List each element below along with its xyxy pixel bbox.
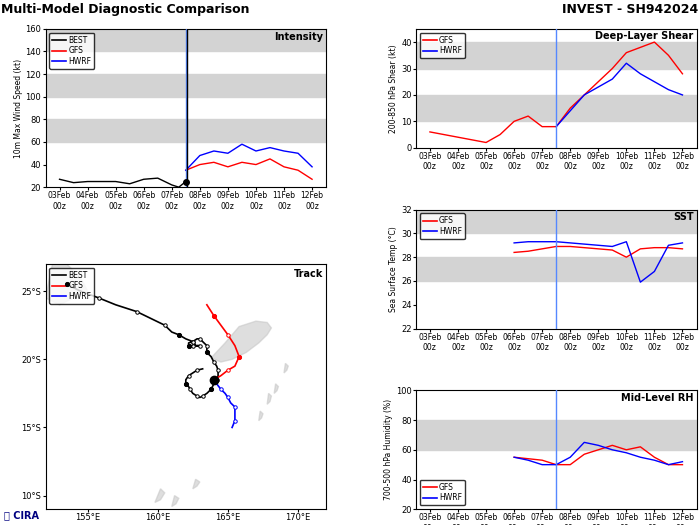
Bar [416, 209, 696, 234]
Legend: GFS, HWRF: GFS, HWRF [420, 480, 465, 506]
Text: Mid-Level RH: Mid-Level RH [621, 393, 694, 403]
Text: INVEST - SH942024: INVEST - SH942024 [562, 3, 699, 16]
Polygon shape [259, 411, 263, 421]
Bar [46, 119, 326, 142]
Text: Track: Track [294, 269, 323, 279]
Bar [416, 257, 696, 281]
Bar [416, 42, 696, 68]
Legend: GFS, HWRF: GFS, HWRF [420, 214, 465, 239]
Y-axis label: Sea Surface Temp (°C): Sea Surface Temp (°C) [389, 226, 398, 312]
Legend: BEST, GFS, HWRF: BEST, GFS, HWRF [49, 268, 94, 304]
Text: Multi-Model Diagnostic Comparison: Multi-Model Diagnostic Comparison [1, 3, 250, 16]
Polygon shape [274, 384, 279, 393]
Y-axis label: 10m Max Wind Speed (kt): 10m Max Wind Speed (kt) [14, 58, 22, 158]
Bar [46, 74, 326, 97]
Bar [46, 29, 326, 51]
Polygon shape [46, 264, 88, 305]
Polygon shape [211, 321, 272, 362]
Text: Ⓜ CIRA: Ⓜ CIRA [4, 510, 38, 520]
Text: Intensity: Intensity [274, 32, 323, 42]
Bar [416, 95, 696, 121]
Polygon shape [284, 363, 288, 373]
Legend: BEST, GFS, HWRF: BEST, GFS, HWRF [49, 33, 94, 69]
Text: Deep-Layer Shear: Deep-Layer Shear [596, 32, 694, 41]
Y-axis label: 700-500 hPa Humidity (%): 700-500 hPa Humidity (%) [384, 399, 393, 500]
Polygon shape [172, 496, 178, 507]
Polygon shape [155, 489, 164, 502]
Polygon shape [267, 393, 272, 404]
Legend: GFS, HWRF: GFS, HWRF [420, 33, 465, 58]
Polygon shape [193, 479, 200, 489]
Text: SST: SST [673, 212, 694, 222]
Y-axis label: 200-850 hPa Shear (kt): 200-850 hPa Shear (kt) [389, 44, 398, 133]
Bar [416, 420, 696, 450]
